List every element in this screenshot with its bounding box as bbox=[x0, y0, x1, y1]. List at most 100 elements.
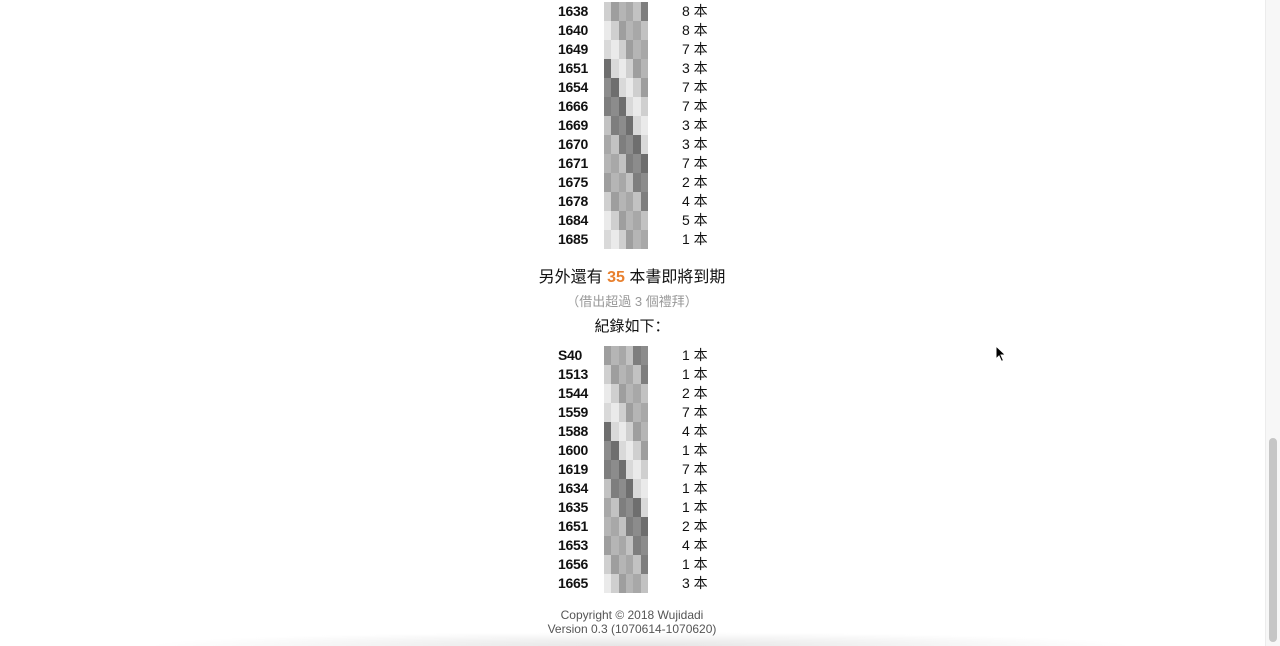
book-count: 7 本 bbox=[682, 41, 708, 57]
pixelated-name-icon bbox=[604, 498, 648, 517]
borrower-id: 1544 bbox=[558, 385, 588, 401]
borrower-id: 1675 bbox=[558, 174, 588, 190]
borrower-id: 1559 bbox=[558, 404, 588, 420]
scrollbar-thumb[interactable] bbox=[1269, 438, 1277, 642]
book-count: 1 本 bbox=[682, 499, 708, 515]
list-row: 1675 2 本 bbox=[540, 173, 740, 192]
pixelated-name-icon bbox=[604, 517, 648, 536]
book-count: 2 本 bbox=[682, 518, 708, 534]
borrower-id: 1649 bbox=[558, 41, 588, 57]
notice-suffix: 本書即將到期 bbox=[629, 269, 726, 286]
borrower-id: 1600 bbox=[558, 442, 588, 458]
borrower-id: 1684 bbox=[558, 212, 588, 228]
borrower-id: 1678 bbox=[558, 193, 588, 209]
borrower-id: 1634 bbox=[558, 480, 588, 496]
pixelated-name-icon bbox=[604, 536, 648, 555]
borrower-id: 1669 bbox=[558, 117, 588, 133]
list-row: 1651 2 本 bbox=[540, 517, 740, 536]
pixelated-name-icon bbox=[604, 555, 648, 574]
borrower-id: 1665 bbox=[558, 575, 588, 591]
list-row: 1685 1 本 bbox=[540, 230, 740, 249]
pixelated-name-icon bbox=[604, 365, 648, 384]
book-count: 8 本 bbox=[682, 22, 708, 38]
book-count: 3 本 bbox=[682, 575, 708, 591]
pixelated-name-icon bbox=[604, 422, 648, 441]
borrower-id: 1588 bbox=[558, 423, 588, 439]
book-count: 7 本 bbox=[682, 79, 708, 95]
pixelated-name-icon bbox=[604, 574, 648, 593]
pixelated-name-icon bbox=[604, 384, 648, 403]
list-row: 1654 7 本 bbox=[540, 78, 740, 97]
list-row: 1635 1 本 bbox=[540, 498, 740, 517]
list-row: 1670 3 本 bbox=[540, 135, 740, 154]
borrower-id: 1635 bbox=[558, 499, 588, 515]
book-count: 4 本 bbox=[682, 537, 708, 553]
pixelated-name-icon bbox=[604, 97, 648, 116]
book-count: 1 本 bbox=[682, 556, 708, 572]
version-text: Version 0.3 (1070614-1070620) bbox=[547, 622, 717, 636]
pixelated-name-icon bbox=[604, 2, 648, 21]
borrower-id: 1654 bbox=[558, 79, 588, 95]
page-bottom-shadow bbox=[140, 632, 1140, 646]
borrower-id: 1619 bbox=[558, 461, 588, 477]
pixelated-name-icon bbox=[604, 230, 648, 249]
borrower-id: 1671 bbox=[558, 155, 588, 171]
borrower-id: 1653 bbox=[558, 537, 588, 553]
book-count: 1 本 bbox=[682, 442, 708, 458]
list-row: 1656 1 本 bbox=[540, 555, 740, 574]
pixelated-name-icon bbox=[604, 479, 648, 498]
borrower-id: 1640 bbox=[558, 22, 588, 38]
borrower-id: 1685 bbox=[558, 231, 588, 247]
vertical-scrollbar[interactable] bbox=[1265, 0, 1280, 646]
book-count: 7 本 bbox=[682, 98, 708, 114]
due-soon-count: 35 bbox=[607, 269, 625, 286]
list-row: S40 1 本 bbox=[540, 346, 740, 365]
book-count: 3 本 bbox=[682, 136, 708, 152]
list-row: 1588 4 本 bbox=[540, 422, 740, 441]
pixelated-name-icon bbox=[604, 460, 648, 479]
mouse-pointer-icon bbox=[995, 344, 1007, 368]
list-row: 1666 7 本 bbox=[540, 97, 740, 116]
list-row: 1559 7 本 bbox=[540, 403, 740, 422]
due-soon-notice: 另外還有 35 本書即將到期 bbox=[440, 267, 824, 289]
pixelated-name-icon bbox=[604, 21, 648, 40]
book-count: 2 本 bbox=[682, 385, 708, 401]
book-count: 1 本 bbox=[682, 480, 708, 496]
list-row: 1669 3 本 bbox=[540, 116, 740, 135]
list-row: 1544 2 本 bbox=[540, 384, 740, 403]
list-row: 1634 1 本 bbox=[540, 479, 740, 498]
pixelated-name-icon bbox=[604, 78, 648, 97]
book-count: 3 本 bbox=[682, 60, 708, 76]
borrower-id: 1651 bbox=[558, 518, 588, 534]
list-row: 1665 3 本 bbox=[540, 574, 740, 593]
list-row: 1513 1 本 bbox=[540, 365, 740, 384]
book-count: 1 本 bbox=[682, 366, 708, 382]
pixelated-name-icon bbox=[604, 403, 648, 422]
due-soon-condition: （借出超過 3 個禮拜） bbox=[566, 294, 698, 309]
list-row: 1649 7 本 bbox=[540, 40, 740, 59]
book-count: 1 本 bbox=[682, 231, 708, 247]
list-row: 1653 4 本 bbox=[540, 536, 740, 555]
pixelated-name-icon bbox=[604, 59, 648, 78]
pixelated-name-icon bbox=[604, 173, 648, 192]
book-count: 7 本 bbox=[682, 155, 708, 171]
book-count: 4 本 bbox=[682, 193, 708, 209]
borrower-id: 1651 bbox=[558, 60, 588, 76]
pixelated-name-icon bbox=[604, 441, 648, 460]
copyright-text: Copyright © 2018 Wujidadi bbox=[560, 608, 704, 622]
borrower-id: 1666 bbox=[558, 98, 588, 114]
pixelated-name-icon bbox=[604, 116, 648, 135]
list-row: 1600 1 本 bbox=[540, 441, 740, 460]
pixelated-name-icon bbox=[604, 40, 648, 59]
pixelated-name-icon bbox=[604, 346, 648, 365]
footer: Copyright © 2018 Wujidadi Version 0.3 (1… bbox=[440, 608, 824, 636]
book-count: 4 本 bbox=[682, 423, 708, 439]
list-row: 1619 7 本 bbox=[540, 460, 740, 479]
list-row: 1638 8 本 bbox=[540, 2, 740, 21]
book-count: 8 本 bbox=[682, 3, 708, 19]
list-row: 1671 7 本 bbox=[540, 154, 740, 173]
due-soon-list: S40 1 本 1513 1 本 1544 2 本 1559 7 本 1588 4 本 1600 1 … bbox=[540, 346, 740, 593]
list-row: 1684 5 本 bbox=[540, 211, 740, 230]
borrower-id: 1656 bbox=[558, 556, 588, 572]
